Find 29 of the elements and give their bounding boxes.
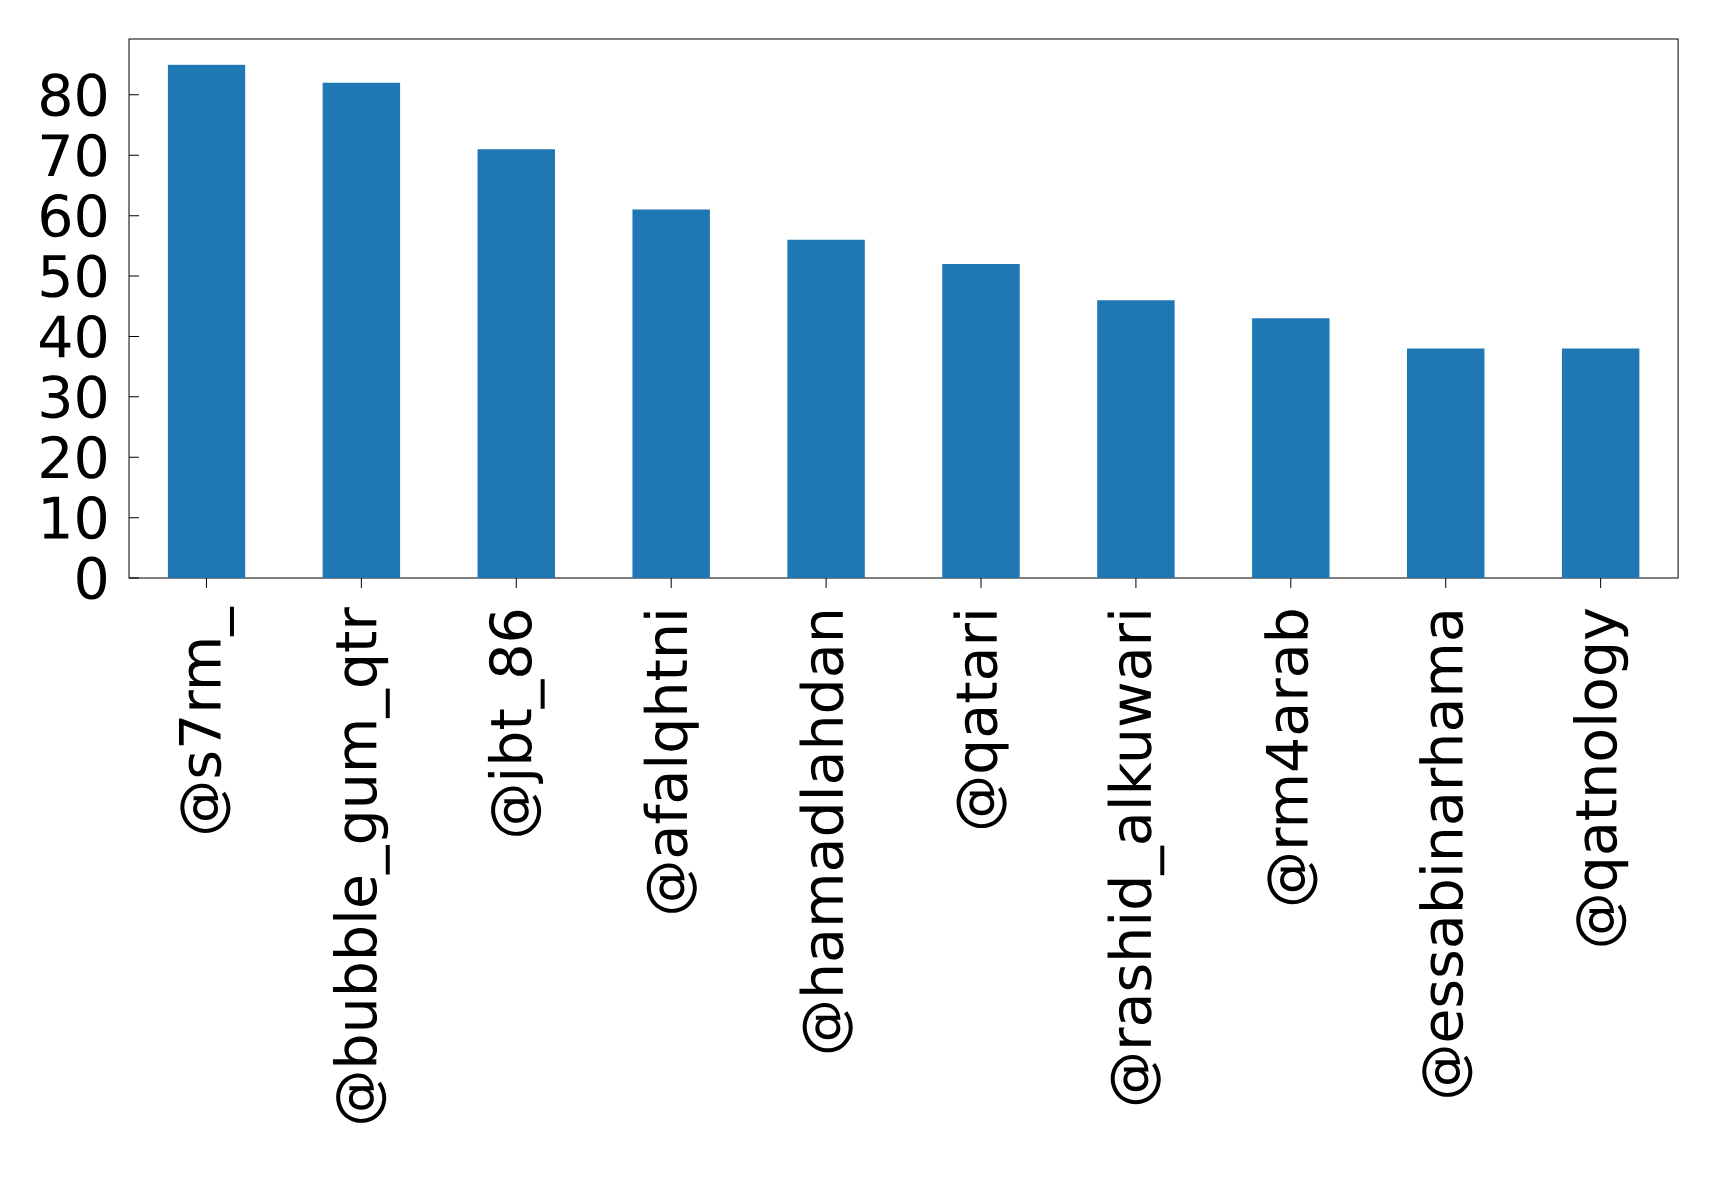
y-tick-label: 50 <box>41 254 106 298</box>
bar <box>1252 318 1330 579</box>
y-tick-label: 70 <box>41 133 106 177</box>
x-tick-label: @s7rm_ <box>178 606 234 833</box>
x-tick-label: @jbt_86 <box>487 610 545 836</box>
x-tick-label: @rashid_alkuwari <box>1107 612 1165 1105</box>
x-tick-label: @hamadlahdan <box>799 611 853 1053</box>
bar <box>1407 348 1485 579</box>
y-tick-label: 10 <box>43 496 106 540</box>
y-tick-label: 20 <box>41 435 106 479</box>
y-tick-label: 60 <box>41 194 106 238</box>
y-tick-label: 40 <box>40 314 106 358</box>
x-tick-label: @rm4arab <box>1264 610 1318 905</box>
x-tick-label: @afalqhtni <box>643 612 699 913</box>
bar <box>942 263 1020 579</box>
bar <box>632 209 710 579</box>
y-tick-label: 30 <box>41 375 106 419</box>
bar <box>477 149 555 579</box>
x-tick-label: @essabinarhama <box>1419 612 1473 1097</box>
bar <box>787 239 865 579</box>
x-tick-label: @qatari <box>953 612 1009 829</box>
y-tick-label: 0 <box>77 556 107 600</box>
bar <box>322 82 401 579</box>
x-tick-label: @qatnology <box>1573 608 1629 946</box>
x-tick-label: @bubble_gum_qtr <box>332 607 390 1123</box>
bar <box>167 64 246 579</box>
bar <box>1097 300 1175 579</box>
bar <box>1561 348 1640 579</box>
y-tick-label: 80 <box>41 73 106 117</box>
